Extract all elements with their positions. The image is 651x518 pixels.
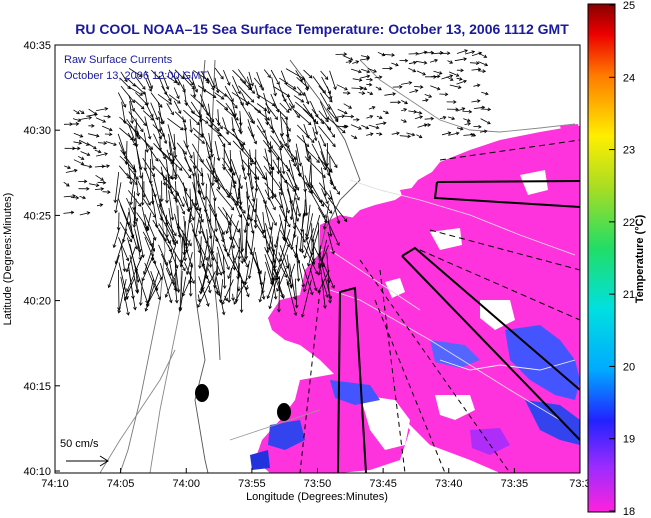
scale-arrow <box>66 455 109 467</box>
colorbar-tick-label: 23 <box>623 145 635 157</box>
y-tick-label: 40:10 <box>23 466 51 478</box>
y-tick-label: 40:15 <box>23 381 51 393</box>
x-tick-label: 73:50 <box>304 478 332 490</box>
colorbar <box>587 3 616 513</box>
chart-title: RU COOL NOAA–15 Sea Surface Temperature:… <box>75 21 569 37</box>
y-tick-label: 40:25 <box>23 210 51 222</box>
x-axis-label: Longitude (Degrees:Minutes) <box>246 491 388 503</box>
x-tick-label: 74:10 <box>41 478 69 490</box>
colorbar-tick-label: 25 <box>623 0 635 12</box>
colorbar-tick-label: 21 <box>623 289 635 301</box>
colorbar-tick-label: 24 <box>623 72 635 84</box>
x-tick-label: 73:45 <box>369 478 397 490</box>
x-tick-label: 73:35 <box>501 478 529 490</box>
radar-site-marker <box>195 384 209 402</box>
x-tick-label: 73:3 <box>569 478 590 490</box>
map-plot-area <box>55 45 580 473</box>
colorbar-tick-label: 20 <box>623 361 635 373</box>
y-axis-label: Latitude (Degrees:Minutes) <box>2 193 14 326</box>
transect-lines <box>299 139 580 473</box>
x-axis-ticks: 74:10 74:05 74:00 73:55 73:50 73:45 73:40 73:35… <box>41 468 591 490</box>
scale-label: 50 cm/s <box>60 438 99 450</box>
legend-line-1: Raw Surface Currents <box>64 54 173 66</box>
colorbar-tick-label: 18 <box>623 506 635 518</box>
radar-site-marker <box>277 403 291 421</box>
surface-current-vectors <box>63 49 492 318</box>
colorbar-ticks: 25 24 23 22 21 20 19 18 <box>609 0 635 518</box>
x-tick-label: 73:55 <box>238 478 266 490</box>
x-tick-label: 74:05 <box>107 478 135 490</box>
legend-line-2: October 13, 2006 12:00 GMT <box>64 70 207 82</box>
x-tick-label: 74:00 <box>172 478 200 490</box>
y-axis-ticks: 40:35 40:30 40:25 40:20 40:15 40:10 <box>23 40 60 478</box>
colorbar-tick-label: 22 <box>623 217 635 229</box>
colorbar-tick-label: 19 <box>623 434 635 446</box>
y-tick-label: 40:35 <box>23 40 51 52</box>
y-tick-label: 40:20 <box>23 296 51 308</box>
colorbar-label: Temperature (°C) <box>634 214 646 303</box>
x-tick-label: 73:40 <box>435 478 463 490</box>
sst-raster <box>250 124 580 473</box>
y-tick-label: 40:30 <box>23 125 51 137</box>
